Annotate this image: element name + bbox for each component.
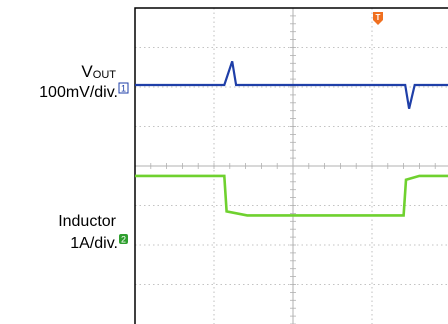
vout-trace [135, 60, 448, 109]
ch1-scale-label: 100mV/div. [39, 84, 118, 101]
ch1-marker: 1 [118, 82, 129, 94]
inductor-current-trace [135, 174, 448, 217]
ch1-label: VOUT [81, 62, 116, 81]
ch1-marker-text: 1 [121, 84, 126, 94]
trigger-marker-text: T [376, 13, 381, 22]
ch2-label: Inductor [58, 213, 116, 230]
ch2-marker-text: 2 [121, 235, 126, 245]
ch2-scale-label: 1A/div. [70, 235, 118, 252]
trigger-marker: T [373, 12, 383, 25]
ch2-marker: 2 [119, 234, 128, 245]
screen-frame [134, 7, 448, 324]
grid [134, 7, 448, 324]
